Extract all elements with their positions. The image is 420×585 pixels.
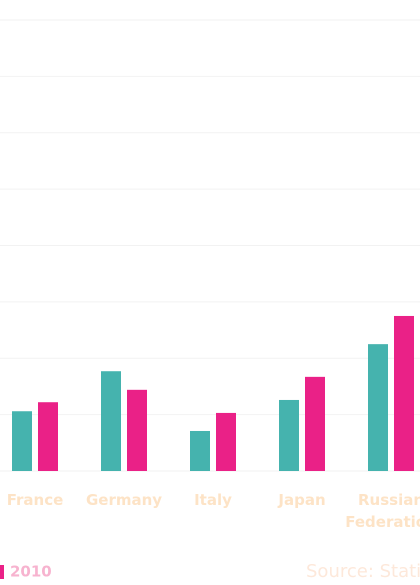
x-tick-label: RussianFederation	[345, 491, 420, 531]
bar	[190, 430, 210, 471]
bar	[216, 412, 236, 471]
legend-swatch	[0, 565, 4, 579]
x-tick-label: Japan	[277, 491, 325, 509]
bar	[12, 411, 32, 471]
bar	[127, 389, 147, 471]
source: Source: Statista	[306, 561, 420, 582]
bar	[38, 402, 58, 471]
x-tick-label: France	[7, 491, 64, 509]
x-tick-label: Germany	[86, 491, 162, 509]
bar	[394, 315, 414, 471]
bar	[305, 376, 325, 471]
bar	[368, 344, 388, 471]
legend-label: 2010	[10, 563, 52, 581]
bar	[279, 399, 299, 471]
x-tick-label: Italy	[194, 491, 232, 509]
bar	[101, 371, 121, 471]
